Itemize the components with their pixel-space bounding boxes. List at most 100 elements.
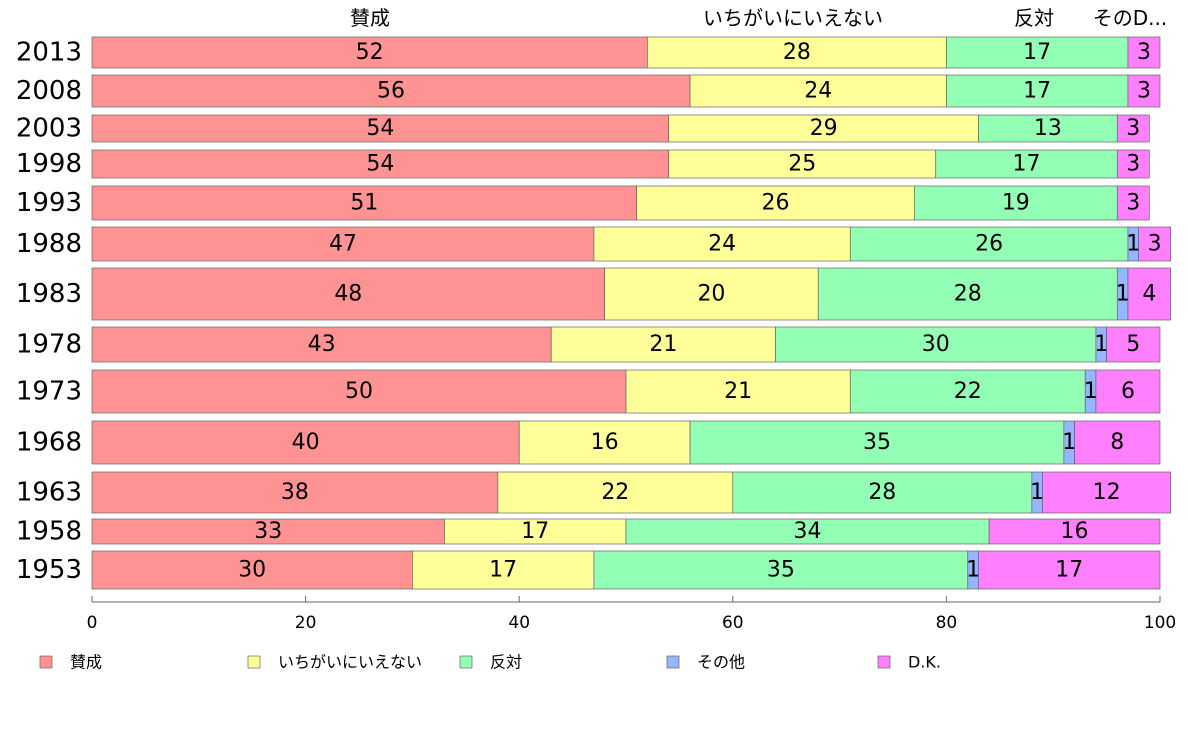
bar-segment-1988-s4 bbox=[1138, 226, 1172, 262]
x-tick-label-1: 20 bbox=[295, 613, 317, 633]
legend-swatch-0 bbox=[39, 655, 53, 669]
bar-segment-2013-s2 bbox=[946, 36, 1129, 69]
bar-segment-2008-s4 bbox=[1127, 74, 1161, 108]
bar-segment-2013-s4 bbox=[1127, 36, 1161, 69]
bar-segment-1998-s4 bbox=[1116, 149, 1150, 179]
year-label-1983: 1983 bbox=[16, 279, 82, 309]
legend: 賛成 いちがいにいえない 反対 その他 D.K. bbox=[39, 653, 941, 672]
bar-segment-1953-s4 bbox=[978, 550, 1161, 590]
bar-segment-1963-s1 bbox=[497, 471, 734, 514]
bar-segment-1983-s4 bbox=[1127, 267, 1172, 321]
bar-segment-1973-s1 bbox=[625, 369, 851, 414]
top-column-labels: 賛成 いちがいにいえない 反対 そのD... bbox=[350, 6, 1167, 30]
value-label-1998-s2: 17 bbox=[1013, 152, 1041, 177]
value-label-1978-s2: 30 bbox=[922, 332, 950, 357]
value-label-1973-s2: 22 bbox=[954, 379, 982, 404]
value-label-1988-s4: 3 bbox=[1148, 232, 1162, 257]
bar-segment-1968-s1 bbox=[518, 420, 691, 465]
value-label-2008-s1: 24 bbox=[804, 79, 832, 104]
bar-segment-1993-s4 bbox=[1116, 185, 1150, 221]
value-label-1953-s0: 30 bbox=[238, 558, 266, 583]
value-label-1978-s4: 5 bbox=[1126, 332, 1140, 357]
value-label-2013-s4: 3 bbox=[1137, 40, 1151, 65]
year-label-1998: 1998 bbox=[16, 149, 82, 179]
bar-segment-2003-s1 bbox=[668, 114, 979, 143]
value-label-2008-s2: 17 bbox=[1023, 79, 1051, 104]
bar-segment-1998-s0 bbox=[91, 149, 670, 179]
value-label-1958-s0: 33 bbox=[254, 519, 282, 544]
bar-segment-2013-s1 bbox=[647, 36, 947, 69]
bar-segment-1988-s2 bbox=[849, 226, 1129, 262]
value-label-1953-s2: 35 bbox=[767, 558, 795, 583]
bar-segment-1983-s0 bbox=[91, 267, 605, 321]
bar-segment-1988-s1 bbox=[593, 226, 851, 262]
value-label-1993-s2: 19 bbox=[1002, 191, 1030, 216]
value-label-1988-s0: 47 bbox=[329, 232, 357, 257]
year-label-2008: 2008 bbox=[16, 76, 82, 106]
top-label-0: 賛成 bbox=[350, 6, 390, 30]
value-label-1973-s3: 1 bbox=[1084, 379, 1098, 404]
value-label-2003-s0: 54 bbox=[366, 116, 394, 141]
value-label-1978-s0: 43 bbox=[308, 332, 336, 357]
value-label-1963-s3: 1 bbox=[1030, 480, 1044, 505]
top-label-2: 反対 bbox=[1014, 6, 1054, 30]
value-label-2013-s1: 28 bbox=[783, 40, 811, 65]
value-label-1983-s4: 4 bbox=[1142, 282, 1156, 307]
bar-segment-2008-s2 bbox=[946, 74, 1129, 108]
bar-segment-2008-s1 bbox=[689, 74, 947, 108]
value-label-1998-s0: 54 bbox=[366, 152, 394, 177]
top-label-3: そのD... bbox=[1093, 6, 1167, 30]
bar-segment-1958-s2 bbox=[625, 518, 990, 545]
value-label-1968-s3: 1 bbox=[1062, 430, 1076, 455]
value-label-1963-s4: 12 bbox=[1093, 480, 1121, 505]
value-label-1953-s3: 1 bbox=[966, 558, 980, 583]
legend-label-0: 賛成 bbox=[70, 653, 102, 672]
value-label-1993-s0: 51 bbox=[350, 191, 378, 216]
bar-segment-1958-s0 bbox=[91, 518, 445, 545]
bar-segment-1973-s4 bbox=[1095, 369, 1161, 414]
value-label-1968-s1: 16 bbox=[591, 430, 619, 455]
legend-swatch-3 bbox=[666, 655, 680, 669]
bar-segment-1978-s2 bbox=[775, 326, 1097, 363]
year-label-1973: 1973 bbox=[16, 377, 82, 407]
x-tick-label-5: 100 bbox=[1144, 613, 1176, 633]
value-label-1988-s2: 26 bbox=[975, 232, 1003, 257]
x-tick-label-4: 80 bbox=[936, 613, 958, 633]
value-label-1998-s4: 3 bbox=[1126, 152, 1140, 177]
value-label-1963-s1: 22 bbox=[601, 480, 629, 505]
value-label-1968-s4: 8 bbox=[1110, 430, 1124, 455]
bar-segment-1983-s1 bbox=[604, 267, 819, 321]
value-label-1998-s1: 25 bbox=[788, 152, 816, 177]
bar-segment-1978-s0 bbox=[91, 326, 552, 363]
value-label-1978-s1: 21 bbox=[649, 332, 677, 357]
value-label-2013-s2: 17 bbox=[1023, 40, 1051, 65]
value-label-2008-s4: 3 bbox=[1137, 79, 1151, 104]
value-label-1953-s4: 17 bbox=[1055, 558, 1083, 583]
year-label-1963: 1963 bbox=[16, 478, 82, 508]
bar-segment-1968-s2 bbox=[689, 420, 1065, 465]
value-label-2003-s1: 29 bbox=[810, 116, 838, 141]
year-label-2003: 2003 bbox=[16, 114, 82, 144]
bar-segment-1953-s2 bbox=[593, 550, 969, 590]
year-label-1988: 1988 bbox=[16, 229, 82, 259]
legend-swatch-4 bbox=[877, 655, 891, 669]
legend-label-3: その他 bbox=[697, 653, 745, 672]
value-label-1963-s2: 28 bbox=[868, 480, 896, 505]
legend-label-4: D.K. bbox=[908, 653, 941, 672]
bar-segment-2003-s4 bbox=[1116, 114, 1150, 143]
bar-segment-1968-s0 bbox=[91, 420, 520, 465]
value-label-2013-s0: 52 bbox=[356, 40, 384, 65]
year-label-1978: 1978 bbox=[16, 330, 82, 360]
bar-segment-2003-s0 bbox=[91, 114, 670, 143]
value-label-1973-s0: 50 bbox=[345, 379, 373, 404]
value-label-1983-s0: 48 bbox=[334, 282, 362, 307]
value-label-1978-s3: 1 bbox=[1094, 332, 1108, 357]
value-label-1993-s1: 26 bbox=[762, 191, 790, 216]
value-label-1968-s0: 40 bbox=[292, 430, 320, 455]
value-label-1958-s2: 34 bbox=[794, 519, 822, 544]
bar-segment-1993-s2 bbox=[914, 185, 1118, 221]
bar-segment-1993-s0 bbox=[91, 185, 638, 221]
top-label-1: いちがいにいえない bbox=[703, 6, 883, 30]
